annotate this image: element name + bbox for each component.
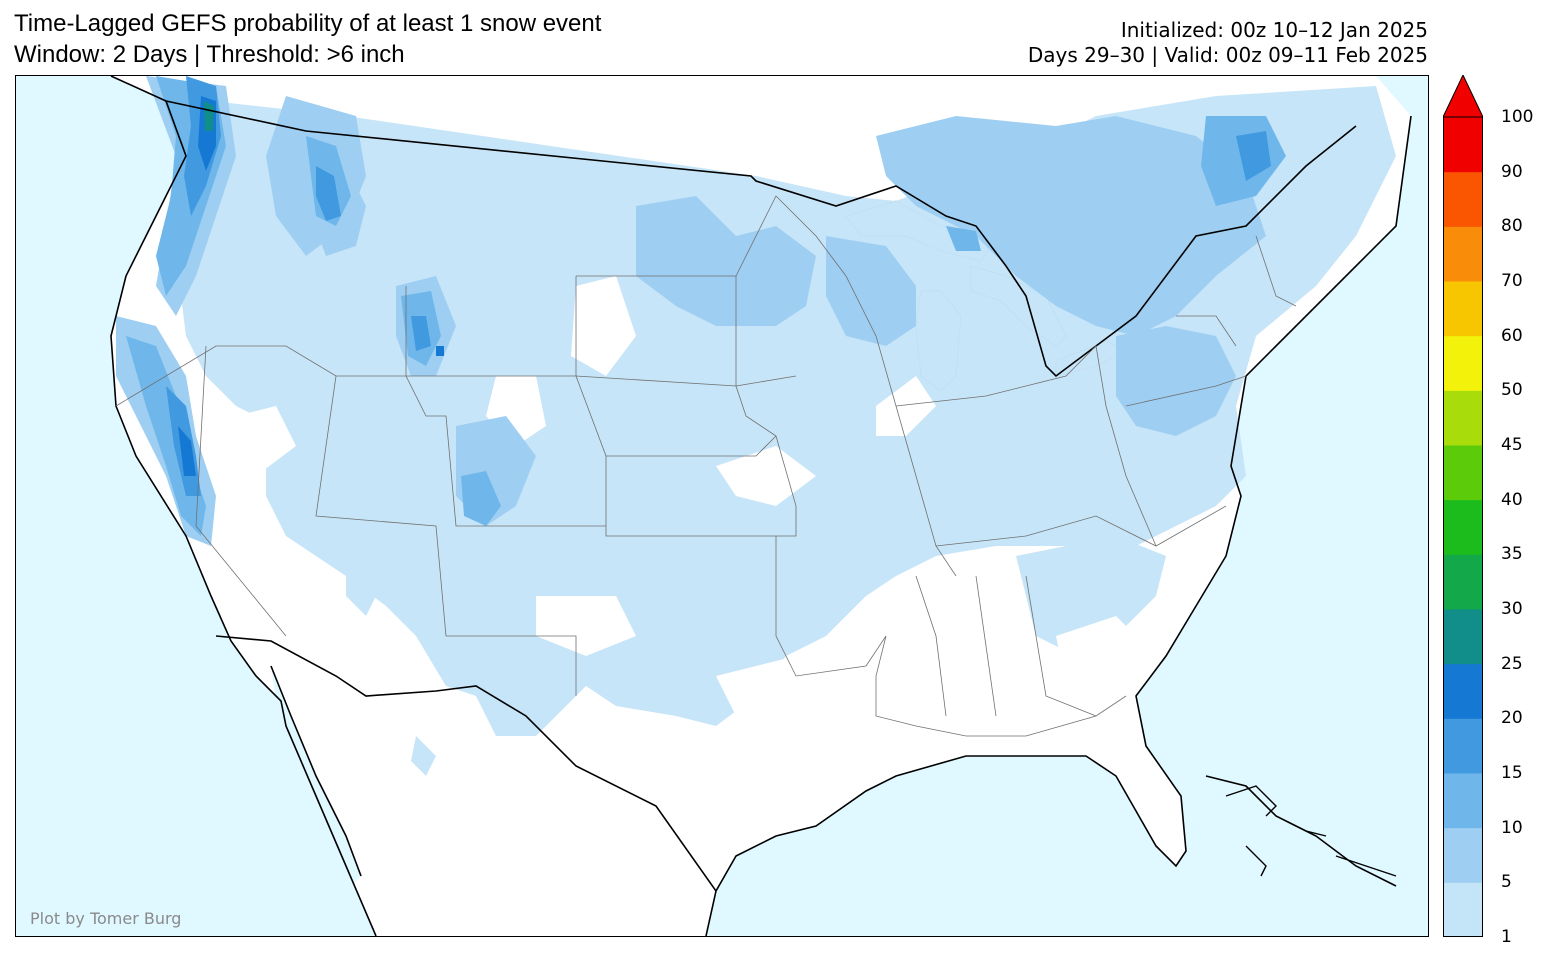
colorbar-tick-label: 25	[1501, 653, 1523, 674]
colorbar-segment	[1443, 609, 1483, 665]
colorbar-segment	[1443, 827, 1483, 883]
probability-gaps	[231, 276, 1156, 716]
colorbar-tick-label: 50	[1501, 380, 1523, 401]
colorbar-segment	[1443, 773, 1483, 829]
colorbar-tick-label: 5	[1501, 872, 1512, 893]
colorbar-segment	[1443, 171, 1483, 227]
colorbar-tick-label: 100	[1501, 107, 1534, 127]
colorbar-segment	[1443, 499, 1483, 555]
colorbar-tick-label: 30	[1501, 599, 1523, 619]
colorbar-svg	[1443, 75, 1483, 937]
colorbar-tick-label: 90	[1501, 161, 1523, 182]
colorbar-segment	[1443, 117, 1483, 173]
probability-20-30	[178, 96, 444, 476]
colorbar-segment	[1443, 281, 1483, 337]
colorbar-segment	[1443, 390, 1483, 446]
colorbar-segment	[1443, 226, 1483, 282]
colorbar-extend-arrow	[1443, 75, 1483, 118]
international-border	[165, 100, 1357, 892]
map-subtitle: Window: 2 Days | Threshold: >6 inch	[14, 41, 405, 68]
colorbar-segment	[1443, 445, 1483, 501]
colorbar-segment	[1443, 882, 1483, 937]
colorbar-tick-label: 20	[1501, 708, 1523, 729]
colorbar-segment	[1443, 718, 1483, 774]
colorbar-segment	[1443, 554, 1483, 610]
colorbar-segment	[1443, 335, 1483, 391]
colorbar-tick-label: 60	[1501, 325, 1523, 346]
colorbar-tick-label: 35	[1501, 544, 1523, 565]
colorbar-segment	[1443, 663, 1483, 719]
colorbar-tick-label: 40	[1501, 489, 1523, 510]
state-borders	[115, 195, 1297, 737]
probability-map: Plot by Tomer Burg	[15, 75, 1429, 937]
map-title: Time-Lagged GEFS probability of at least…	[14, 10, 602, 37]
colorbar-tick-label: 10	[1501, 817, 1523, 838]
colorbar-tick-label: 1	[1501, 927, 1512, 947]
coastline	[110, 76, 1412, 936]
colorbar-tick-label: 70	[1501, 271, 1523, 291]
colorbar-tick-label: 80	[1501, 216, 1523, 237]
initialized-text: Initialized: 00z 10–12 Jan 2025	[1120, 18, 1428, 42]
map-canvas	[16, 76, 1428, 936]
colorbar-outline	[1443, 116, 1483, 937]
caribbean-islands	[1225, 785, 1397, 877]
colorbar-tick-label: 45	[1501, 435, 1523, 455]
plot-credit: Plot by Tomer Burg	[30, 909, 182, 928]
colorbar-tick-label: 15	[1501, 763, 1523, 783]
valid-text: Days 29–30 | Valid: 00z 09–11 Feb 2025	[1027, 43, 1428, 67]
